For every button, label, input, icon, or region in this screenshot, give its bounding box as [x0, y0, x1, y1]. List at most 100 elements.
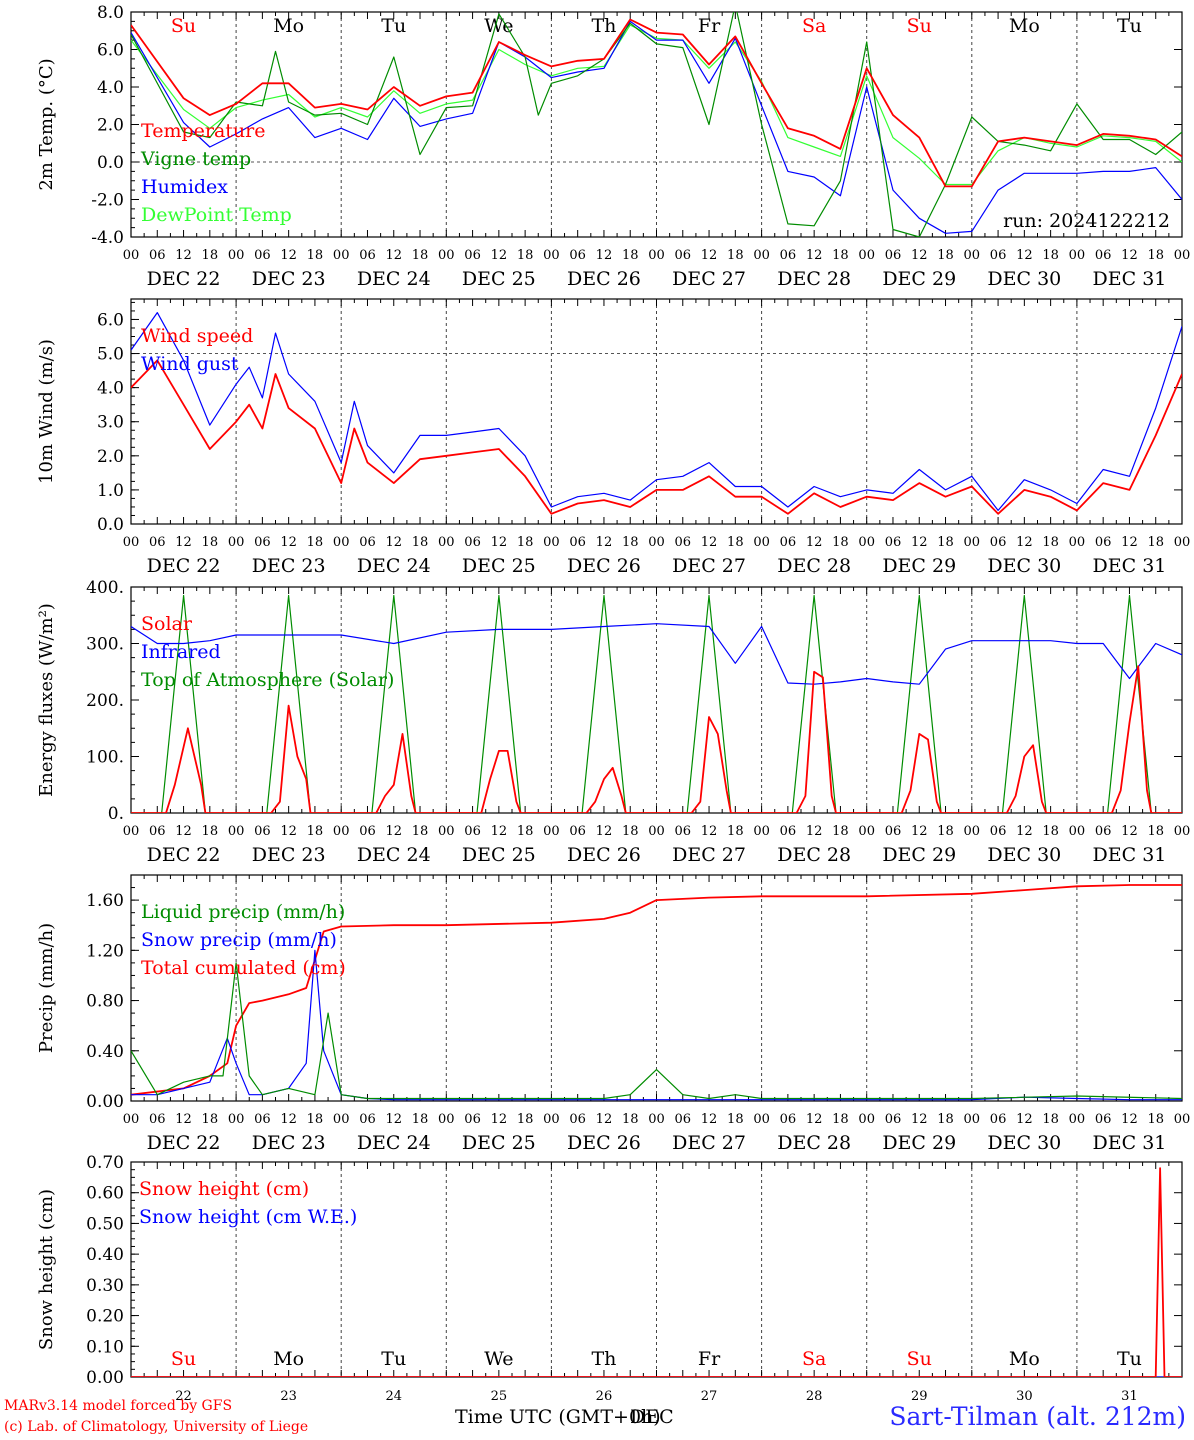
y-tick-label: 1.0: [97, 481, 124, 501]
day-label: DEC 24: [357, 268, 431, 290]
y-tick-label: 200.: [86, 691, 124, 711]
hour-tick-label: 12: [385, 1112, 402, 1127]
hour-tick-label: 06: [1095, 248, 1112, 263]
weekday-label: Th: [591, 1348, 616, 1370]
y-tick-label: 1.60: [86, 891, 124, 911]
hour-tick-label: 00: [123, 248, 140, 263]
hour-tick-label: 00: [858, 535, 875, 550]
hour-tick-label: 12: [280, 535, 297, 550]
hour-tick-label: 12: [385, 824, 402, 839]
hour-tick-label: 00: [964, 535, 981, 550]
station-name: Sart-Tilman (alt. 212m): [889, 1402, 1186, 1431]
weekday-label: We: [484, 15, 513, 37]
hour-tick-label: 00: [964, 824, 981, 839]
series-line: [131, 312, 1182, 511]
hour-tick-label: 18: [412, 248, 429, 263]
day-label: DEC 31: [1093, 1132, 1167, 1154]
hour-tick-label: 18: [412, 535, 429, 550]
series-group: [131, 312, 1182, 515]
hour-tick-label: 00: [333, 824, 350, 839]
legend-entry: Top of Atmosphere (Solar): [141, 669, 394, 691]
y-axis-label: 2m Temp. (°C): [36, 58, 57, 190]
day-label: DEC 31: [1093, 844, 1167, 866]
hour-tick-label: 18: [832, 535, 849, 550]
hour-tick-label: 00: [753, 824, 770, 839]
day-label: DEC 22: [147, 555, 221, 577]
hour-tick-label: 12: [491, 1112, 508, 1127]
hour-tick-label: 06: [675, 1112, 692, 1127]
hour-tick-label: 18: [622, 1112, 639, 1127]
weekday-label: Tu: [381, 1348, 406, 1370]
hour-tick-label: 12: [1121, 248, 1138, 263]
hour-tick-label: 00: [1174, 1112, 1191, 1127]
y-tick-label: 0.0: [97, 515, 124, 535]
hour-tick-label: 18: [1147, 535, 1164, 550]
series-line: [131, 962, 1182, 1100]
day-label: DEC 25: [462, 1132, 536, 1154]
hour-tick-label: 06: [1095, 1112, 1112, 1127]
day-label: DEC 29: [882, 1132, 956, 1154]
hour-tick-label: 18: [937, 824, 954, 839]
hour-tick-label: 12: [701, 248, 718, 263]
hour-tick-label: 06: [1095, 824, 1112, 839]
hour-tick-label: 06: [675, 535, 692, 550]
hour-tick-label: 06: [780, 535, 797, 550]
hour-tick-label: 06: [359, 824, 376, 839]
weekday-label: Mo: [273, 15, 304, 37]
day-label: DEC 22: [147, 844, 221, 866]
hour-tick-label: 00: [648, 535, 665, 550]
legend-entry: DewPoint Temp: [141, 204, 292, 226]
hour-tick-label: 06: [464, 248, 481, 263]
hour-tick-label: 06: [254, 1112, 271, 1127]
y-tick-label: 6.0: [97, 310, 124, 330]
day-label: DEC 25: [462, 844, 536, 866]
day-label: DEC 23: [252, 844, 326, 866]
legend-entry: Liquid precip (mm/h): [141, 901, 345, 923]
legend-entry: Snow height (cm): [139, 1178, 309, 1200]
hour-tick-label: 18: [727, 248, 744, 263]
day-label: DEC 30: [987, 844, 1061, 866]
hour-tick-label: 18: [1042, 824, 1059, 839]
hour-tick-label: 00: [438, 248, 455, 263]
day-number-label: 28: [806, 1389, 823, 1404]
hour-tick-label: 00: [543, 248, 560, 263]
legend-entry: Infrared: [141, 641, 221, 663]
day-label: DEC 23: [252, 555, 326, 577]
hour-tick-label: 12: [491, 824, 508, 839]
hour-tick-label: 06: [990, 824, 1007, 839]
weekday-label: Th: [591, 15, 616, 37]
day-label: DEC 29: [882, 268, 956, 290]
hour-tick-label: 18: [307, 535, 324, 550]
hour-tick-label: 18: [307, 248, 324, 263]
day-label: DEC 27: [672, 1132, 746, 1154]
hour-tick-label: 12: [491, 535, 508, 550]
hour-tick-label: 12: [385, 535, 402, 550]
day-number-label: 22: [175, 1389, 192, 1404]
y-tick-label: 0.0: [97, 153, 124, 173]
panel-5: 0.00 0.10 0.20 0.30 0.40 0.50 0.60 0.70 Snow hei…: [36, 1153, 1183, 1404]
series-group: [131, 594, 1182, 813]
hour-tick-label: 06: [149, 248, 166, 263]
hour-tick-label: 06: [569, 535, 586, 550]
day-label: DEC 28: [777, 268, 851, 290]
hour-tick-label: 18: [937, 1112, 954, 1127]
hour-tick-label: 18: [517, 824, 534, 839]
day-label: DEC 26: [567, 1132, 641, 1154]
y-axis-label: Energy fluxes (W/m²): [36, 603, 57, 797]
hour-tick-label: 18: [1147, 1112, 1164, 1127]
hour-tick-label: 00: [858, 1112, 875, 1127]
hour-tick-label: 06: [885, 1112, 902, 1127]
hour-tick-label: 12: [806, 824, 823, 839]
legend-entry: Solar: [141, 613, 193, 635]
hour-tick-label: 12: [175, 824, 192, 839]
panel-4: 0.00 0.40 0.80 1.20 1.60 Precip (mm/h) 00 06 12 1…: [36, 874, 1191, 1154]
day-number-label: 29: [911, 1389, 928, 1404]
hour-tick-label: 00: [648, 248, 665, 263]
hour-tick-label: 06: [149, 824, 166, 839]
panel-1: -4.0 -2.0 0.0 2.0 4.0 6.0 8.0 2m Temp. (°C) 00 06…: [36, 3, 1190, 290]
day-label: DEC 26: [567, 844, 641, 866]
hour-tick-label: 18: [937, 248, 954, 263]
legend-entry: Snow precip (mm/h): [141, 929, 337, 951]
y-tick-label: 6.0: [97, 41, 124, 61]
